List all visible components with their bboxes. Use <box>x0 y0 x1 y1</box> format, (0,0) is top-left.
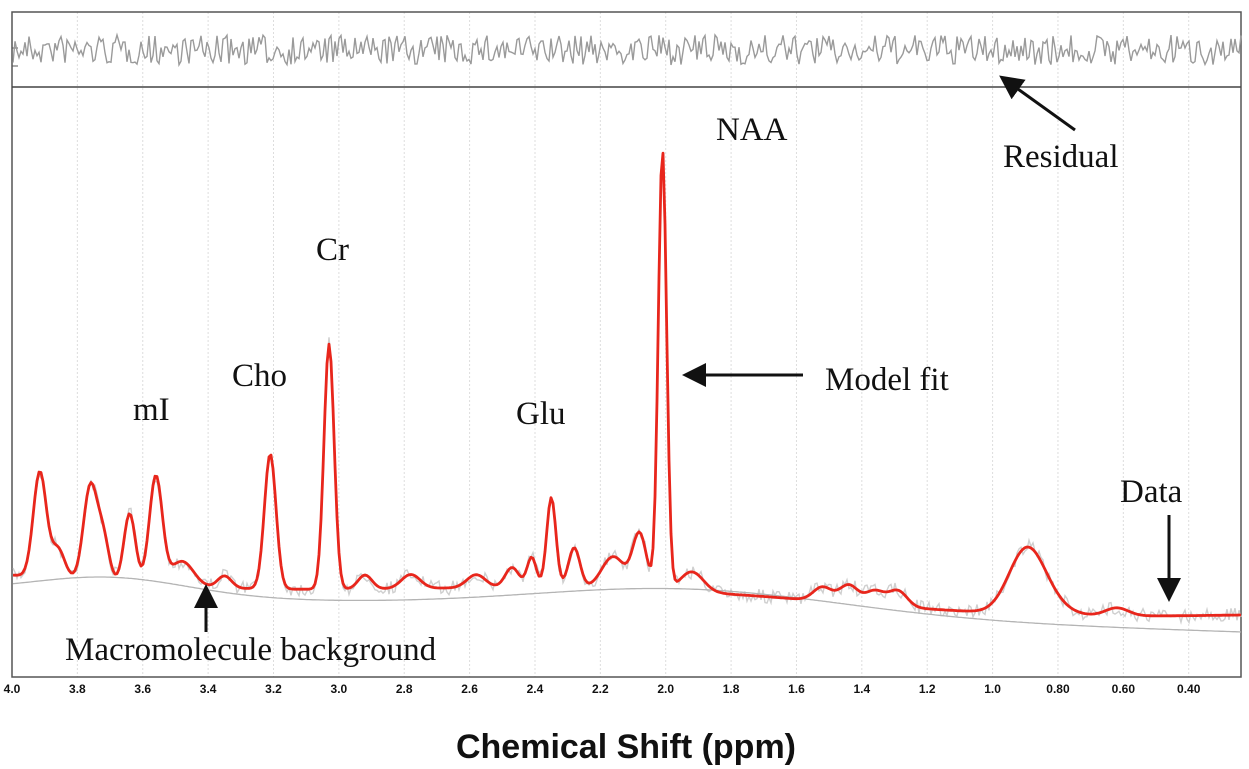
annotation-residual: Residual <box>1003 139 1118 175</box>
annotation-naa: NAA <box>716 112 788 148</box>
residual-series-line <box>12 32 1242 68</box>
annotation-glu: Glu <box>516 396 566 432</box>
annotation-macromolecule-background: Macromolecule background <box>65 632 437 668</box>
annotation-data: Data <box>1120 474 1183 510</box>
x-tick-label: 3.0 <box>331 682 348 696</box>
x-tick-label: 1.4 <box>853 682 870 696</box>
annotation-model-fit: Model fit <box>825 362 949 398</box>
macromolecule-background-line <box>12 576 1242 633</box>
x-tick-label: 3.8 <box>69 682 86 696</box>
plot-frame <box>11 11 1242 678</box>
x-tick-label: 2.0 <box>657 682 674 696</box>
x-tick-label: 3.4 <box>200 682 217 696</box>
x-tick-label: 3.2 <box>265 682 282 696</box>
x-tick-label: 2.6 <box>461 682 478 696</box>
x-axis-ticks: 4.0 3.8 3.6 3.4 3.2 3.0 2.8 2.6 2.4 2.2 2.0 1.8 1.6 1… <box>4 682 1201 696</box>
x-tick-label: 1.2 <box>919 682 936 696</box>
data-series-line <box>12 156 1242 626</box>
x-tick-label: 4.0 <box>4 682 21 696</box>
x-tick-label: 0.80 <box>1046 682 1070 696</box>
x-axis-label: Chemical Shift (ppm) <box>456 728 796 766</box>
x-tick-label: 1.6 <box>788 682 805 696</box>
x-tick-label: 3.6 <box>134 682 151 696</box>
residual-arrow <box>999 75 1076 132</box>
x-tick-label: 0.60 <box>1112 682 1136 696</box>
annotation-cr: Cr <box>316 232 349 268</box>
grid-lines <box>11 12 1190 677</box>
x-tick-label: 2.2 <box>592 682 609 696</box>
x-tick-label: 0.40 <box>1177 682 1201 696</box>
x-tick-label: 2.4 <box>527 682 544 696</box>
x-tick-label: 1.8 <box>723 682 740 696</box>
x-tick-label: 2.8 <box>396 682 413 696</box>
x-tick-label: 1.0 <box>984 682 1001 696</box>
annotation-cho: Cho <box>232 358 287 394</box>
model-fit-line <box>12 151 1241 618</box>
annotation-mi: mI <box>133 392 170 428</box>
